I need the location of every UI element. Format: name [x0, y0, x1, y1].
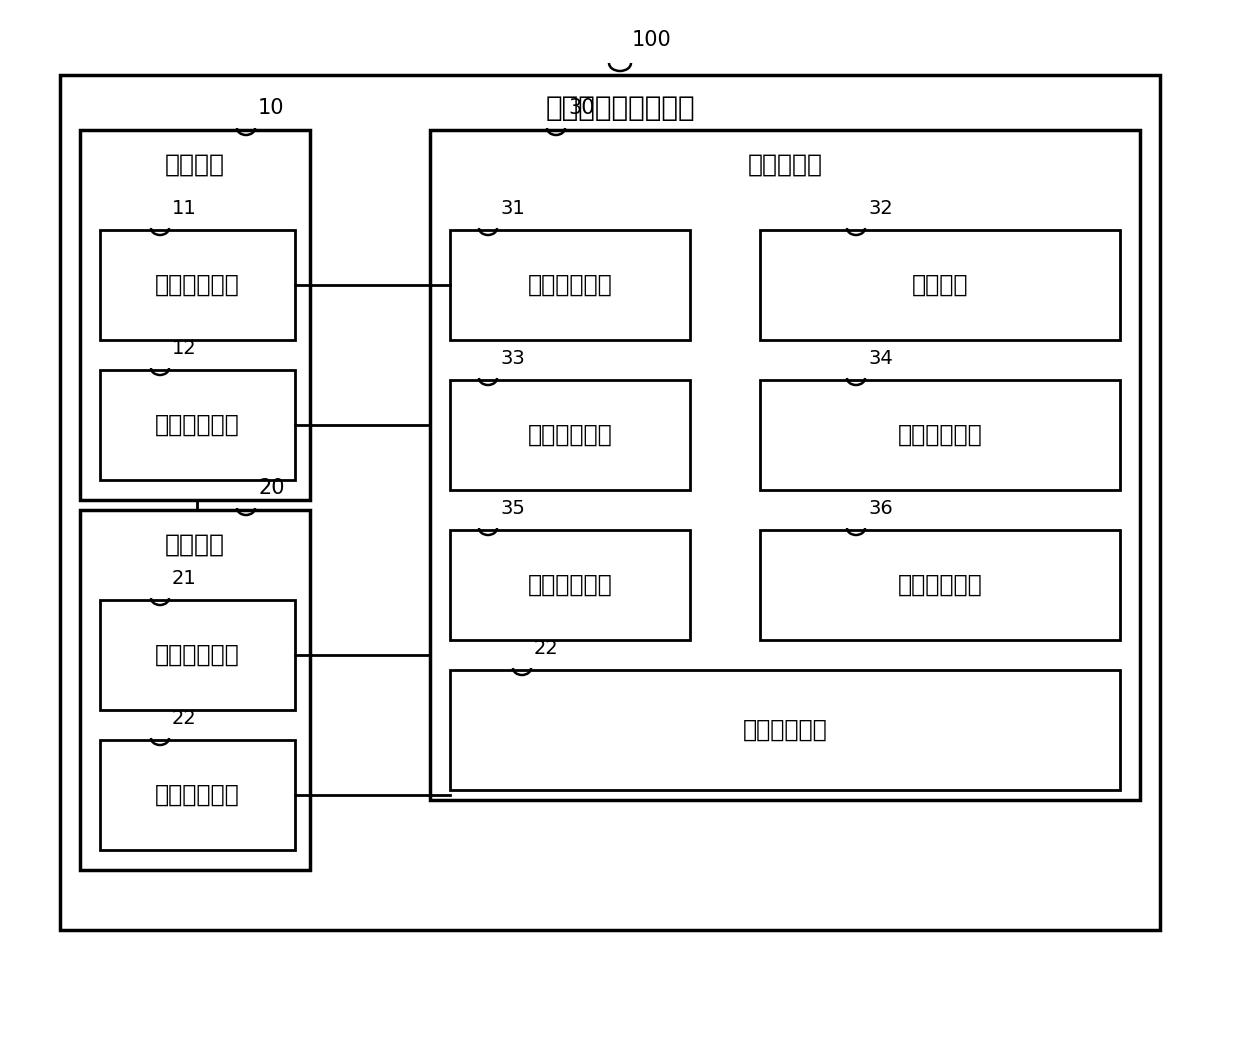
Bar	[760, 230, 1120, 340]
Text: 22: 22	[534, 639, 559, 658]
Text: 34: 34	[868, 349, 893, 368]
Text: 22: 22	[172, 709, 197, 728]
Bar	[760, 380, 1120, 490]
Text: 验证回复模块: 验证回复模块	[155, 643, 239, 667]
Text: 12: 12	[172, 339, 197, 358]
Bar	[60, 75, 1159, 930]
Text: 结果通知模块: 结果通知模块	[528, 573, 613, 597]
Text: 交易装置: 交易装置	[165, 153, 224, 177]
Text: 11: 11	[172, 199, 197, 218]
Bar	[760, 530, 1120, 640]
Bar	[81, 130, 310, 500]
Text: 验证模块: 验证模块	[911, 273, 968, 297]
Text: 100: 100	[632, 30, 672, 50]
Text: 验证显示模块: 验证显示模块	[155, 413, 239, 437]
Text: 31: 31	[500, 199, 525, 218]
Bar	[100, 230, 295, 340]
Text: 验证提示模块: 验证提示模块	[898, 423, 982, 447]
Bar	[100, 600, 295, 710]
Bar	[450, 530, 689, 640]
Bar	[430, 130, 1140, 800]
Text: 冻结请求模块: 冻结请求模块	[155, 783, 239, 808]
Text: 10: 10	[258, 98, 284, 118]
Text: 33: 33	[500, 349, 525, 368]
Bar	[81, 510, 310, 870]
Text: 冻结提醒模块: 冻结提醒模块	[743, 718, 827, 742]
Text: 信息发送模块: 信息发送模块	[528, 273, 613, 297]
Bar	[100, 370, 295, 480]
Bar	[450, 380, 689, 490]
Text: 冻结处理模块: 冻结处理模块	[898, 573, 982, 597]
Text: 交易服务器: 交易服务器	[748, 153, 822, 177]
Bar	[100, 740, 295, 850]
Text: 交易提交模块: 交易提交模块	[155, 273, 239, 297]
Text: 20: 20	[258, 478, 284, 498]
Text: 转账交易的实现系统: 转账交易的实现系统	[546, 94, 694, 122]
Text: 32: 32	[868, 199, 893, 218]
Text: 21: 21	[172, 569, 197, 588]
Text: 交易执行模块: 交易执行模块	[528, 423, 613, 447]
Bar	[450, 230, 689, 340]
Text: 36: 36	[868, 499, 893, 518]
Text: 验证终端: 验证终端	[165, 533, 224, 558]
Text: 30: 30	[568, 98, 594, 118]
Text: 35: 35	[500, 499, 525, 518]
Bar	[450, 670, 1120, 790]
